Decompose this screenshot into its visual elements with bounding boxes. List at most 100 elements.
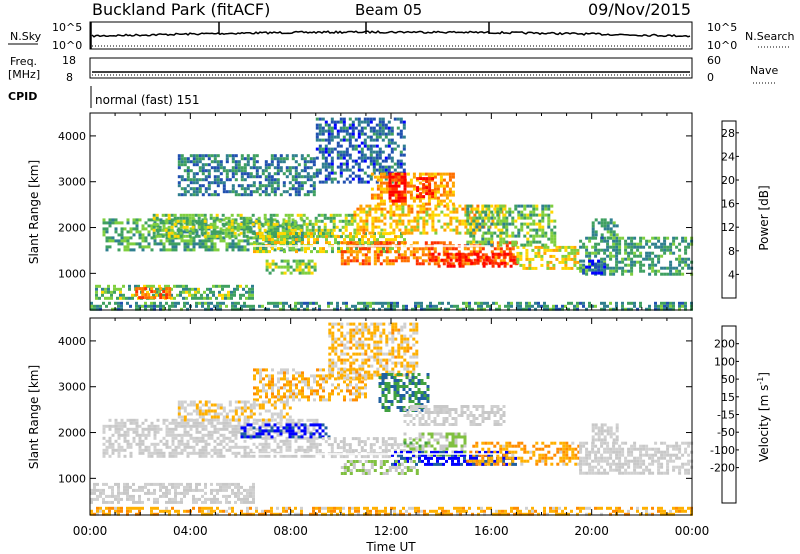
power-cell-19 — [265, 262, 269, 266]
power-cell-0 — [120, 304, 123, 308]
power-cell-8 — [371, 225, 375, 229]
power-cell-9 — [394, 178, 398, 182]
power-cell-15 — [502, 213, 506, 217]
power-cell-9 — [448, 172, 452, 176]
velocity-cell-0 — [477, 506, 480, 510]
velocity-cell-2 — [150, 421, 154, 425]
velocity-cell-0 — [516, 506, 519, 510]
power-cell-6 — [361, 241, 364, 245]
velocity-cell-2 — [111, 442, 115, 446]
power-cell-16 — [666, 266, 670, 270]
power-cell-0 — [402, 304, 405, 308]
power-cell-1 — [191, 296, 194, 300]
velocity-cell-2 — [126, 433, 130, 437]
power-cell-15 — [532, 207, 536, 211]
power-cell-15 — [529, 216, 533, 220]
power-cell-3 — [267, 227, 271, 231]
power-cell-5 — [300, 157, 304, 161]
power-cell-6 — [340, 247, 343, 251]
power-cell-8 — [431, 219, 435, 223]
velocity-cell-2 — [102, 454, 106, 458]
beam-title: Beam 05 — [355, 1, 422, 19]
power-cell-2 — [165, 296, 169, 300]
power-cell-10 — [397, 172, 401, 176]
velocity-cell-2 — [129, 445, 133, 449]
power-cell-7 — [381, 150, 385, 154]
velocity-cell-2 — [222, 424, 226, 428]
power-cell-9 — [379, 202, 383, 206]
power-cell-5 — [207, 154, 211, 158]
power-cell-13 — [488, 258, 492, 262]
power-cell-0 — [168, 307, 171, 311]
power-cell-0 — [468, 301, 471, 305]
power-cell-16 — [615, 269, 619, 273]
power-cell-3 — [138, 230, 142, 234]
power-cell-5 — [243, 190, 247, 194]
power-cell-6 — [334, 235, 337, 239]
power-cell-3 — [255, 239, 259, 243]
power-cell-6 — [292, 241, 295, 245]
velocity-cell-2 — [249, 433, 253, 437]
power-cell-5 — [225, 172, 229, 176]
power-cell-5 — [231, 157, 235, 161]
power-cell-6 — [256, 247, 259, 251]
power-cell-7 — [369, 156, 373, 160]
power-cell-16 — [660, 272, 664, 276]
power-cell-12 — [436, 262, 440, 266]
power-cell-16 — [606, 248, 610, 252]
power-cell-16 — [624, 269, 628, 273]
power-cell-7 — [360, 168, 364, 172]
power-cell-3 — [300, 248, 304, 252]
power-cell-5 — [177, 157, 181, 161]
power-cell-7 — [381, 138, 385, 142]
velocity-cell-2 — [117, 436, 121, 440]
velocity-cell-2 — [117, 442, 121, 446]
power-cell-7 — [342, 129, 346, 133]
power-cell-8 — [446, 204, 450, 208]
power-cell-3 — [135, 221, 139, 225]
power-cell-14 — [549, 266, 553, 270]
power-cell-5 — [306, 175, 310, 179]
power-cell-5 — [264, 190, 268, 194]
power-cell-0 — [96, 307, 99, 311]
power-cell-7 — [330, 171, 334, 175]
power-cell-7 — [336, 129, 340, 133]
power-cell-1 — [224, 293, 227, 297]
power-cell-12 — [505, 244, 509, 248]
power-cell-15 — [553, 225, 557, 229]
power-cell-16 — [618, 248, 622, 252]
power-cell-5 — [270, 184, 274, 188]
power-cell-10 — [394, 187, 398, 191]
velocity-cell-2 — [138, 448, 142, 452]
power-cell-3 — [186, 248, 190, 252]
power-cell-8 — [404, 225, 408, 229]
power-cell-3 — [153, 236, 157, 240]
power-cell-4 — [239, 216, 243, 220]
power-cell-0 — [285, 301, 288, 305]
power-cell-12 — [373, 262, 377, 266]
power-cell-5 — [228, 154, 232, 158]
power-cell-4 — [152, 213, 156, 217]
velocity-cell-1 — [156, 497, 159, 501]
power-cell-16 — [588, 251, 592, 255]
power-cell-16 — [657, 254, 661, 258]
nsky-label: N.Sky — [10, 30, 42, 43]
power-cell-8 — [356, 231, 360, 235]
velocity-cell-0 — [111, 506, 114, 510]
velocity-cell-0 — [174, 509, 177, 513]
power-cell-6 — [379, 247, 382, 251]
power-cell-12 — [418, 262, 422, 266]
power-cell-8 — [389, 216, 393, 220]
power-cell-13 — [458, 252, 462, 256]
velocity-cell-1 — [117, 491, 120, 495]
power-cell-8 — [413, 228, 417, 232]
velocity-cell-2 — [105, 424, 109, 428]
power-cell-3 — [165, 230, 169, 234]
power-cell-16 — [627, 236, 631, 240]
power-cell-16 — [684, 263, 688, 267]
power-cell-19 — [307, 259, 311, 263]
velocity-cell-2 — [237, 451, 241, 455]
velocity-cell-2 — [237, 430, 241, 434]
power-cell-0 — [648, 304, 651, 308]
power-cell-5 — [177, 163, 181, 167]
